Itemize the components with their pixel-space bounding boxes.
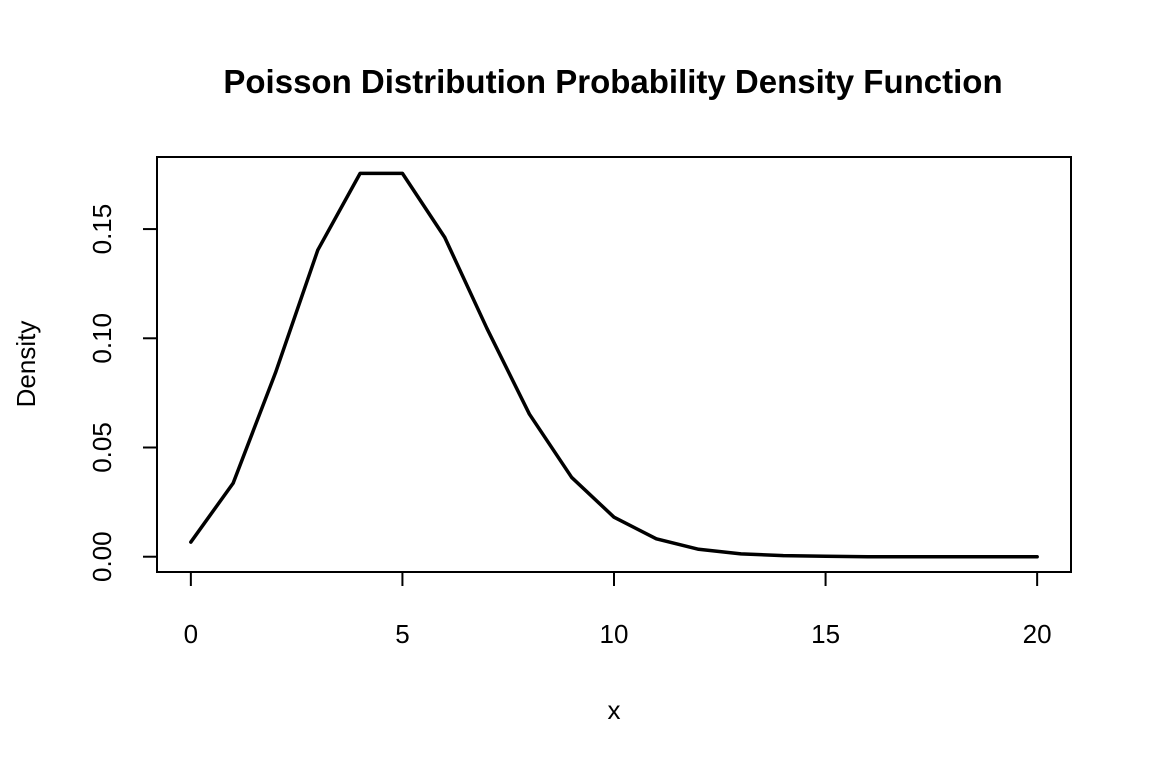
y-tick-label: 0.10 (87, 313, 117, 364)
x-tick-label: 15 (811, 619, 840, 649)
y-tick-label: 0.05 (87, 422, 117, 473)
data-point (443, 235, 447, 239)
data-points (189, 171, 1039, 559)
data-point (781, 554, 785, 558)
x-tick-label: 0 (184, 619, 198, 649)
data-point (189, 540, 193, 544)
x-axis-label: x (608, 695, 621, 725)
x-tick-label: 10 (600, 619, 629, 649)
x-axis: 0 5 10 15 20 (184, 571, 1052, 649)
x-tick-label: 5 (395, 619, 409, 649)
data-point (400, 171, 404, 175)
data-point (951, 555, 955, 559)
y-axis-label: Density (11, 321, 41, 408)
data-point (908, 555, 912, 559)
data-point (485, 327, 489, 331)
data-point (1035, 555, 1039, 559)
data-point (570, 475, 574, 479)
data-point (527, 412, 531, 416)
y-tick-label: 0.15 (87, 204, 117, 255)
data-point (697, 547, 701, 551)
y-tick-label: 0.00 (87, 531, 117, 582)
plot-frame (156, 156, 1072, 573)
data-point (612, 515, 616, 519)
data-point (993, 555, 997, 559)
density-line (189, 171, 1039, 559)
data-point (231, 481, 235, 485)
data-point (654, 537, 658, 541)
data-point (316, 248, 320, 252)
x-tick-label: 20 (1023, 619, 1052, 649)
data-point (358, 171, 362, 175)
chart-title: Poisson Distribution Probability Density… (223, 63, 1002, 100)
y-axis: 0.00 0.05 0.10 0.15 (87, 204, 158, 582)
data-point (866, 555, 870, 559)
data-point (824, 554, 828, 558)
data-point (739, 552, 743, 556)
data-point (273, 371, 277, 375)
